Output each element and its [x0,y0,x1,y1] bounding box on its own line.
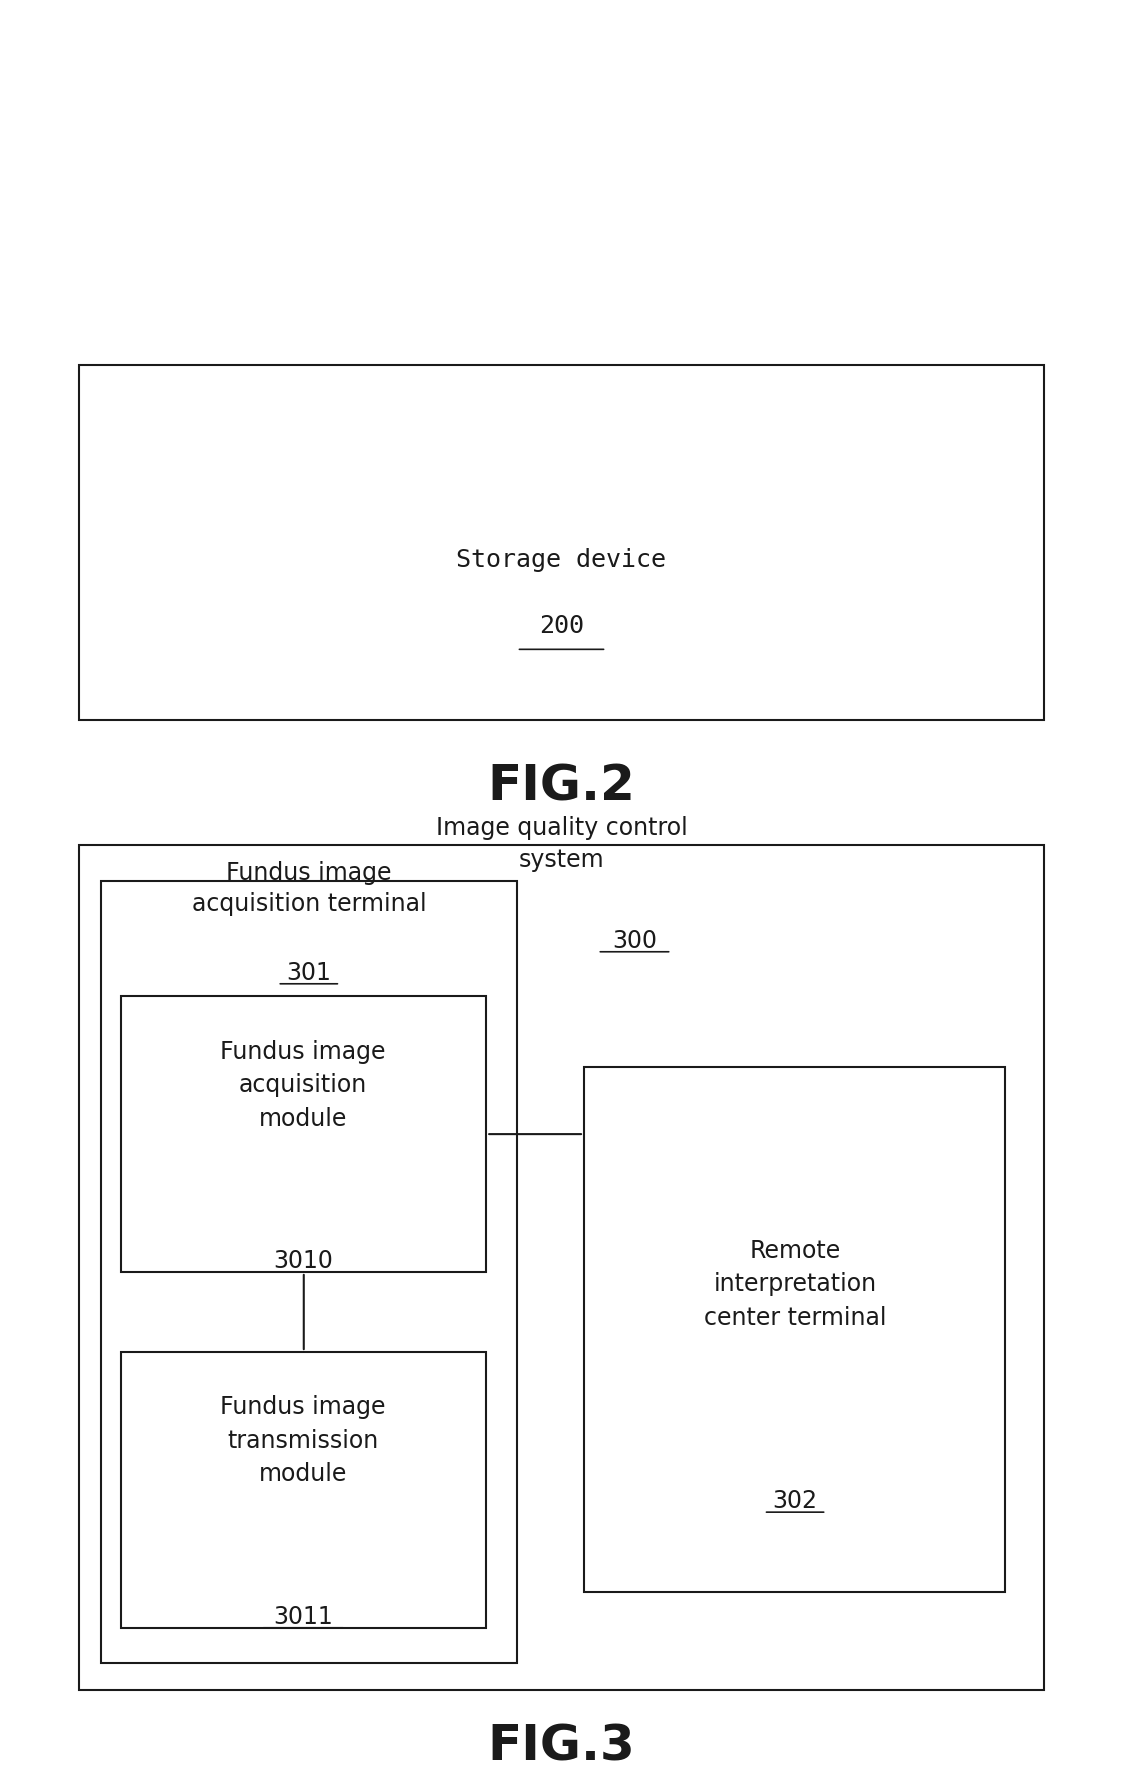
Text: 3011: 3011 [273,1605,334,1628]
Text: Fundus image
acquisition terminal: Fundus image acquisition terminal [192,861,426,916]
Text: Storage device: Storage device [457,548,666,573]
FancyBboxPatch shape [584,1067,1005,1592]
Text: 302: 302 [773,1489,818,1512]
Text: 300: 300 [612,929,657,952]
Text: FIG.3: FIG.3 [487,1724,636,1770]
Text: Image quality control
system: Image quality control system [436,817,687,872]
FancyBboxPatch shape [79,845,1044,1690]
FancyBboxPatch shape [121,1352,486,1628]
Text: Fundus image
acquisition
module: Fundus image acquisition module [220,1039,386,1131]
FancyBboxPatch shape [79,365,1044,720]
Text: Remote
interpretation
center terminal: Remote interpretation center terminal [704,1238,886,1331]
Text: FIG.2: FIG.2 [487,763,636,809]
Text: 301: 301 [286,961,331,984]
Text: 3010: 3010 [273,1249,334,1272]
Text: Fundus image
transmission
module: Fundus image transmission module [220,1395,386,1487]
FancyBboxPatch shape [121,996,486,1272]
Text: 200: 200 [539,614,584,639]
FancyBboxPatch shape [101,881,517,1663]
